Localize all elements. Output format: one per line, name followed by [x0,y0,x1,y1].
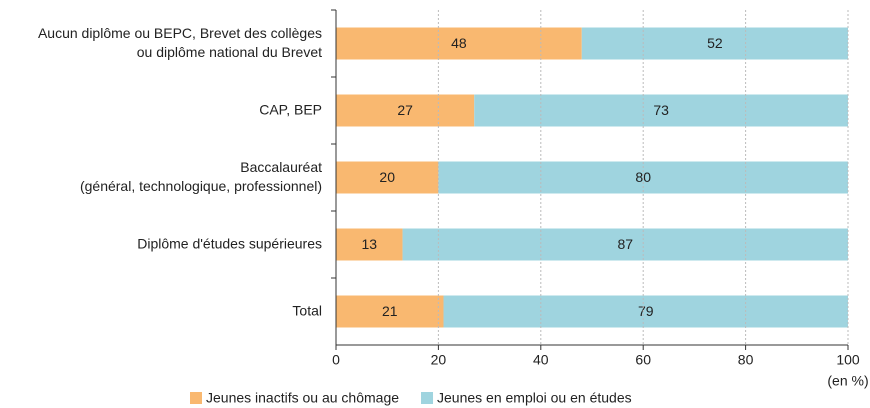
bar-segment [336,94,475,127]
legend-label: Jeunes en emploi ou en études [437,390,632,406]
x-tick-label: 80 [738,352,754,368]
data-label: 52 [707,35,723,51]
x-axis-label: (en %) [827,373,868,389]
bar-segment [336,295,444,328]
bar-segment [402,228,848,261]
bar-segment [443,295,848,328]
data-label: 73 [653,102,669,118]
data-label: 21 [382,303,398,319]
category-label: CAP, BEP [259,101,322,117]
x-tick-label: 60 [635,352,651,368]
x-tick-label: 0 [332,352,340,368]
x-tick-label: 20 [431,352,447,368]
category-label: Aucun diplôme ou BEPC, Brevet des collèg… [38,25,322,60]
data-label: 79 [638,303,654,319]
category-label: Baccalauréat (général, technologique, pro… [80,159,322,194]
category-label: Diplôme d'études supérieures [137,235,322,251]
data-label: 48 [451,35,467,51]
data-label: 13 [361,236,377,252]
bar-segment [474,94,848,127]
data-label: 87 [617,236,633,252]
data-label: 20 [379,169,395,185]
category-label: Total [292,302,322,318]
data-label: 27 [397,102,413,118]
bar-segment [336,228,403,261]
legend-label: Jeunes inactifs ou au chômage [206,390,399,406]
legend-swatch [190,392,202,404]
data-label: 80 [635,169,651,185]
x-tick-label: 40 [533,352,549,368]
legend-swatch [421,392,434,404]
bar-segment [581,27,848,60]
bar-segment [336,161,439,194]
x-tick-label: 100 [836,352,860,368]
